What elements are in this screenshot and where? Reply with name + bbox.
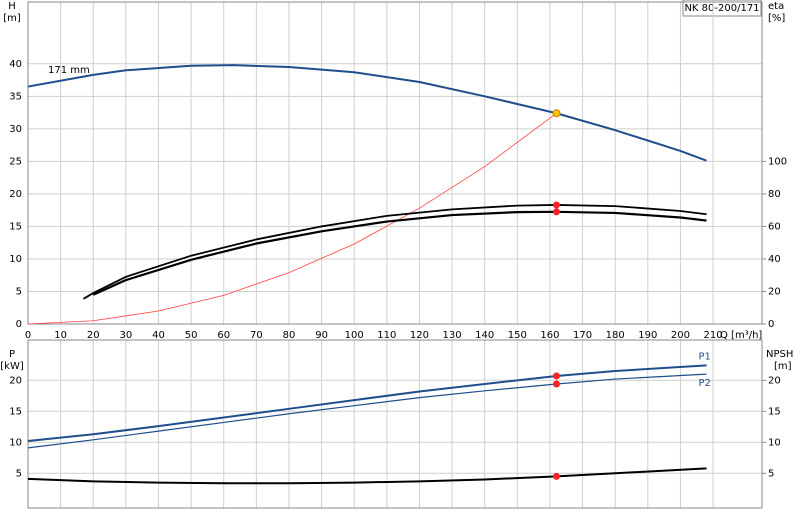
y2-tick-label: 40: [768, 254, 781, 265]
y-tick-label: 25: [9, 156, 22, 167]
x-tick-label: 110: [377, 330, 396, 341]
x-tick-label: 0: [25, 330, 31, 341]
y-tick-label: 15: [9, 221, 22, 232]
y-tick-label: 10: [9, 437, 22, 448]
curve: [27, 364, 707, 443]
x-tick-label: 170: [573, 330, 592, 341]
y-axis-unit: [kW]: [0, 361, 24, 372]
curve: [92, 210, 707, 296]
curve: [27, 467, 707, 485]
y-tick-label: 5: [16, 286, 22, 297]
x-tick-label: 160: [540, 330, 559, 341]
y2-tick-label: 20: [768, 286, 781, 297]
x-tick-label: 180: [606, 330, 625, 341]
y2-tick-label: 80: [768, 189, 781, 200]
y-tick-label: 40: [9, 59, 22, 70]
y-tick-label: 30: [9, 124, 22, 135]
curve: [27, 112, 557, 325]
y2-tick-label: 5: [768, 468, 774, 479]
plot-frame: [27, 1, 763, 325]
x-tick-label: 210: [704, 330, 723, 341]
x-tick-label: 70: [250, 330, 263, 341]
x-tick-label: 190: [638, 330, 657, 341]
y2-axis-unit: [%]: [768, 13, 785, 24]
curve: [27, 64, 707, 162]
y2-tick-label: 100: [768, 156, 787, 167]
y-tick-label: 20: [9, 375, 22, 386]
x-tick-label: 100: [345, 330, 364, 341]
curve: [27, 373, 707, 449]
operating-point: [552, 472, 560, 480]
chart-title: NK 80-200/171: [684, 3, 759, 14]
y-axis-label: H: [8, 1, 16, 12]
x-tick-label: 140: [475, 330, 494, 341]
y2-axis-label: eta: [768, 1, 784, 12]
y2-tick-label: 0: [768, 319, 774, 330]
operating-point: [552, 380, 560, 388]
x-tick-label: 20: [87, 330, 100, 341]
y-tick-label: 5: [16, 468, 22, 479]
y-tick-label: 35: [9, 91, 22, 102]
x-tick-label: 10: [54, 330, 67, 341]
y-tick-label: 15: [9, 406, 22, 417]
x-tick-label: 60: [217, 330, 230, 341]
title-box: [682, 0, 762, 17]
operating-point: [552, 201, 560, 209]
y2-tick-label: 15: [768, 406, 781, 417]
y2-tick-label: 10: [768, 437, 781, 448]
operating-point: [552, 372, 560, 380]
operating-point: [552, 109, 561, 118]
y2-axis-label: NPSH: [766, 349, 793, 360]
x-tick-label: 50: [185, 330, 198, 341]
x-tick-label: 150: [508, 330, 527, 341]
x-tick-label: 90: [315, 330, 328, 341]
legend-label: P1: [699, 351, 711, 362]
y-tick-label: 10: [9, 254, 22, 265]
y-axis-unit: [m]: [3, 13, 21, 24]
x-tick-label: 30: [119, 330, 132, 341]
legend-label: P2: [699, 378, 711, 389]
x-tick-label: 40: [152, 330, 165, 341]
y2-axis-unit: [m]: [774, 361, 792, 372]
y2-tick-label: 20: [768, 375, 781, 386]
x-tick-label: 130: [443, 330, 462, 341]
y2-tick-label: 60: [768, 221, 781, 232]
x-axis-label: Q [m³/h]: [720, 330, 762, 341]
x-tick-label: 120: [410, 330, 429, 341]
y-tick-label: 20: [9, 189, 22, 200]
operating-point: [552, 208, 560, 216]
y-tick-label: 0: [16, 319, 22, 330]
x-tick-label: 200: [671, 330, 690, 341]
plot-frame: [27, 339, 763, 509]
y-axis-label: P: [9, 349, 15, 360]
annotation: 171 mm: [48, 65, 90, 76]
curve: [83, 204, 707, 300]
x-tick-label: 80: [283, 330, 296, 341]
